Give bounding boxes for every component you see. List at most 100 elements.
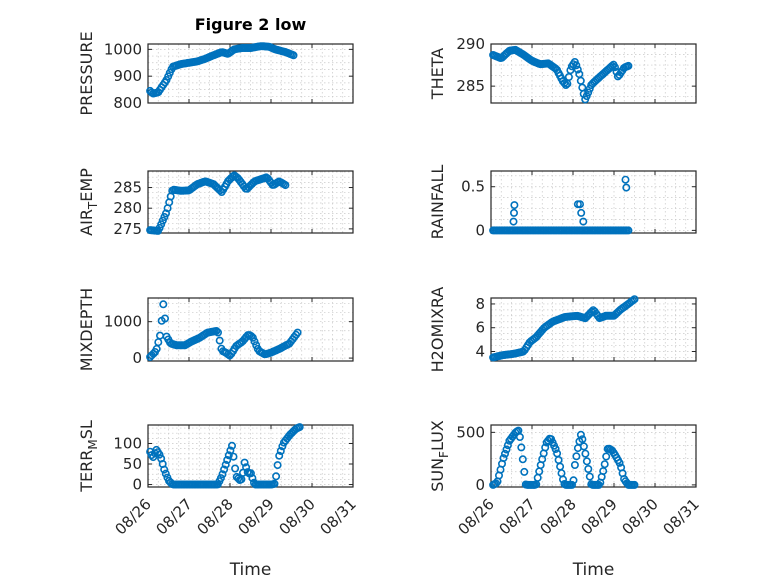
data-point: [577, 208, 586, 217]
y-tick-label: 0: [475, 221, 485, 239]
y-tick-label: 4: [475, 342, 485, 360]
x-tick-label: 08/29: [235, 495, 278, 538]
y-axis-label: SUNFLUX: [428, 420, 451, 492]
data-point: [502, 445, 511, 454]
data-point: [226, 446, 235, 455]
data-point: [295, 423, 304, 432]
data-point: [578, 435, 587, 444]
data-point: [231, 464, 240, 473]
y-tick-label: 50: [123, 455, 142, 473]
x-tick-label: 08/28: [537, 495, 580, 538]
data-point: [575, 200, 584, 209]
data-point: [246, 469, 255, 478]
data-point: [240, 458, 249, 467]
y-axis-label: AIRTEMP: [77, 168, 100, 236]
data-point: [160, 465, 169, 474]
x-tick-label: 08/31: [317, 495, 360, 538]
data-point: [223, 455, 232, 464]
data-point: [576, 430, 585, 439]
data-point: [275, 451, 284, 460]
y-tick-label: 1000: [104, 40, 142, 58]
data-point: [157, 220, 166, 229]
data-point: [224, 451, 233, 460]
data-point: [541, 443, 550, 452]
data-point: [579, 442, 588, 451]
y-tick-label: 100: [113, 434, 142, 452]
data-point: [573, 65, 582, 74]
axes-box: [147, 297, 354, 362]
data-point: [276, 446, 285, 455]
y-tick-label: 285: [113, 179, 142, 197]
chart-title: Figure 2 low: [195, 15, 307, 34]
data-point: [293, 328, 302, 337]
data-point: [624, 61, 633, 70]
data-point: [500, 449, 509, 458]
y-tick-label: 0: [132, 349, 142, 367]
data-point: [621, 175, 630, 184]
data-point: [581, 449, 590, 458]
y-axis-label: PRESSURE: [77, 31, 96, 115]
x-tick-label: 08/31: [660, 495, 703, 538]
data-point: [624, 226, 633, 235]
subplot-air-temp: 275 280 285 AIRTEMP: [77, 168, 354, 238]
data-point: [273, 461, 282, 470]
subplot-mixdepth: 0 1000 MIXDEPTH: [77, 288, 354, 371]
data-point: [622, 183, 631, 192]
y-tick-label: 8: [475, 295, 485, 313]
x-tick-label: 08/30: [276, 495, 319, 538]
y-tick-label: 500: [456, 423, 485, 441]
data-point: [561, 81, 570, 90]
y-tick-label: 0: [132, 476, 142, 494]
data-point: [630, 295, 639, 304]
subplot-h2omixra: 4 6 8 H2OMIXRA: [428, 287, 697, 372]
data-point: [510, 201, 519, 210]
y-axis-label: RAINFALL: [428, 165, 447, 240]
data-point: [630, 480, 639, 489]
y-tick-label: 900: [113, 67, 142, 85]
x-axis-label: Time: [572, 560, 615, 580]
y-axis-label: THETA: [428, 48, 447, 100]
data-point: [499, 454, 508, 463]
data-point: [161, 314, 170, 323]
y-tick-label: 275: [113, 220, 142, 238]
data-point: [520, 467, 529, 476]
data-point: [272, 472, 281, 481]
y-tick-label: 0: [475, 476, 485, 494]
axes-background: [491, 171, 696, 233]
data-point: [517, 443, 526, 452]
x-axis-label: Time: [229, 560, 272, 580]
data-point: [218, 470, 227, 479]
data-point: [220, 465, 229, 474]
axes-box: [490, 297, 697, 362]
data-point: [289, 51, 298, 60]
data-point: [579, 217, 588, 226]
data-point: [570, 460, 579, 469]
data-point: [518, 455, 527, 464]
data-point: [221, 460, 230, 469]
data-point: [281, 181, 290, 190]
y-tick-label: 280: [113, 199, 142, 217]
x-tick-label: 08/26: [455, 495, 498, 538]
data-point: [566, 66, 575, 75]
data-point: [250, 337, 259, 346]
data-point: [248, 333, 257, 342]
data-point: [215, 336, 224, 345]
axes-box: [490, 43, 697, 104]
data-point: [248, 474, 257, 483]
data-point: [585, 472, 594, 481]
x-tick-label: 08/29: [578, 495, 621, 538]
data-point: [569, 476, 578, 485]
y-tick-label: 285: [456, 77, 485, 95]
data-point: [216, 474, 225, 483]
axes-box: [147, 43, 354, 104]
data-point: [572, 452, 581, 461]
data-point: [212, 326, 221, 335]
data-point: [161, 469, 170, 478]
y-tick-label: 6: [475, 319, 485, 337]
data-point: [155, 450, 164, 459]
data-point: [582, 457, 591, 466]
data-point: [509, 217, 518, 226]
data-point: [551, 444, 560, 453]
